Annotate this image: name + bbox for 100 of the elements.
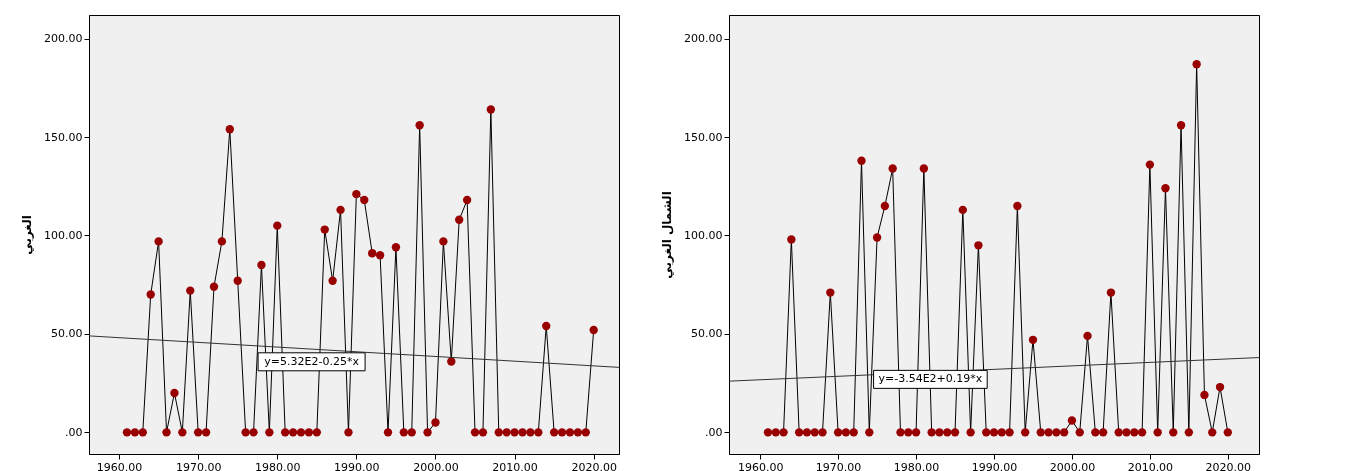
x-tick-label: 2000.00 bbox=[1049, 460, 1096, 471]
point bbox=[455, 215, 464, 224]
point bbox=[122, 428, 132, 437]
point bbox=[439, 237, 448, 246]
point bbox=[927, 428, 936, 437]
point bbox=[296, 428, 306, 437]
point bbox=[935, 428, 944, 437]
point bbox=[794, 428, 804, 437]
point bbox=[399, 428, 409, 437]
point bbox=[265, 428, 274, 437]
point bbox=[526, 428, 535, 437]
point bbox=[1192, 60, 1201, 69]
point bbox=[494, 428, 503, 437]
point bbox=[573, 428, 583, 437]
point bbox=[233, 276, 242, 285]
point bbox=[919, 164, 929, 173]
y-axis-title: الشمال الغربي bbox=[660, 191, 675, 279]
point bbox=[336, 205, 345, 215]
point bbox=[288, 428, 298, 437]
x-tick-label: 2020.00 bbox=[571, 460, 617, 471]
x-tick-label: 2000.00 bbox=[413, 460, 459, 471]
point bbox=[368, 249, 377, 258]
y-tick-label: 200.00 bbox=[44, 32, 83, 46]
point bbox=[281, 428, 290, 437]
point bbox=[763, 428, 773, 437]
point bbox=[589, 325, 598, 335]
x-tick-label: 2020.00 bbox=[1205, 460, 1252, 471]
point bbox=[415, 121, 424, 130]
point bbox=[1215, 382, 1225, 392]
point bbox=[193, 428, 203, 437]
point bbox=[1208, 428, 1217, 437]
point bbox=[549, 428, 559, 437]
point bbox=[565, 428, 575, 437]
point bbox=[375, 251, 385, 260]
point bbox=[478, 428, 488, 437]
point bbox=[225, 125, 234, 134]
x-tick-label: 1990.00 bbox=[971, 460, 1018, 471]
point bbox=[841, 428, 851, 437]
point bbox=[1137, 428, 1147, 437]
point bbox=[1130, 428, 1139, 437]
point bbox=[391, 243, 401, 252]
point bbox=[1067, 416, 1077, 425]
point bbox=[320, 225, 329, 234]
point bbox=[818, 428, 827, 437]
y-tick-label: 150.00 bbox=[44, 130, 83, 144]
point bbox=[186, 286, 195, 295]
point bbox=[1083, 331, 1092, 341]
point bbox=[857, 156, 866, 165]
x-tick-label: 1960.00 bbox=[96, 460, 143, 471]
point bbox=[312, 428, 321, 437]
point bbox=[880, 201, 890, 211]
point bbox=[997, 428, 1006, 437]
y-tick-label: 200.00 bbox=[684, 32, 723, 46]
point bbox=[162, 428, 171, 437]
point bbox=[273, 221, 282, 230]
point bbox=[1020, 428, 1030, 437]
point bbox=[360, 195, 369, 205]
point bbox=[787, 235, 796, 244]
annotation: y=5.32E2-0.25*x bbox=[264, 354, 360, 368]
point bbox=[1091, 428, 1100, 437]
point bbox=[1052, 428, 1061, 437]
point bbox=[1176, 121, 1186, 130]
point bbox=[581, 428, 590, 437]
x-tick-label: 1980.00 bbox=[893, 460, 940, 471]
point bbox=[1013, 201, 1022, 211]
point bbox=[383, 428, 393, 437]
point bbox=[431, 418, 440, 427]
point bbox=[1223, 428, 1233, 437]
point bbox=[249, 428, 258, 437]
point bbox=[966, 428, 975, 437]
point bbox=[849, 428, 858, 437]
point bbox=[201, 428, 211, 437]
point bbox=[950, 428, 960, 437]
point bbox=[534, 428, 543, 437]
point bbox=[896, 428, 905, 437]
point bbox=[1098, 428, 1108, 437]
x-tick-label: 2010.00 bbox=[492, 460, 538, 471]
point bbox=[779, 428, 788, 437]
point bbox=[833, 428, 843, 437]
point bbox=[352, 189, 361, 199]
point bbox=[542, 321, 551, 331]
point bbox=[989, 428, 999, 437]
point bbox=[407, 428, 416, 437]
point bbox=[502, 428, 511, 437]
y-tick-label: .00 bbox=[65, 425, 83, 439]
point bbox=[209, 282, 219, 291]
y-tick-label: 150.00 bbox=[684, 130, 723, 144]
point bbox=[1169, 428, 1178, 437]
point bbox=[462, 195, 472, 205]
point bbox=[470, 428, 480, 437]
point bbox=[304, 428, 314, 437]
point bbox=[974, 241, 983, 250]
x-tick-label: 1970.00 bbox=[175, 460, 222, 471]
point bbox=[344, 428, 353, 437]
point bbox=[1044, 428, 1053, 437]
x-tick-label: 1960.00 bbox=[737, 460, 784, 471]
point bbox=[826, 288, 835, 297]
point bbox=[178, 428, 187, 437]
point bbox=[241, 428, 250, 437]
annotation: y=-3.54E2+0.19*x bbox=[878, 372, 983, 386]
